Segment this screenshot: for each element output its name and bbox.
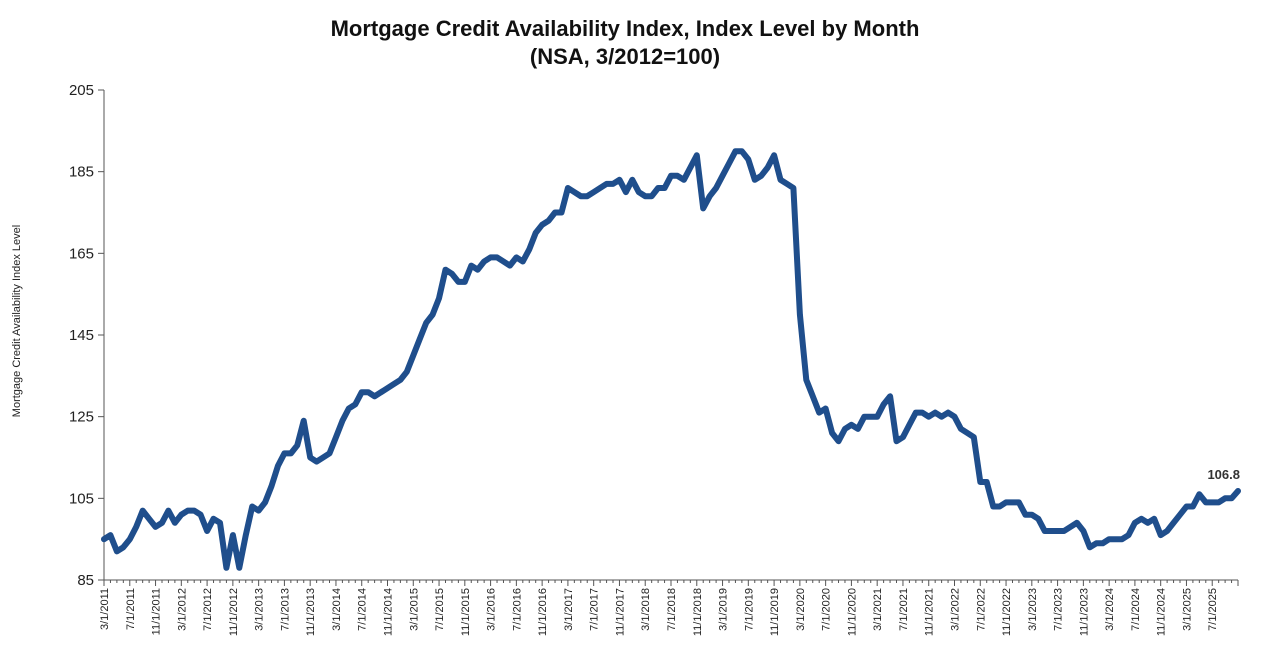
x-tick-label: 3/1/2021 (872, 588, 884, 631)
x-tick-label: 3/1/2015 (408, 588, 420, 631)
x-tick-label: 7/1/2025 (1207, 588, 1219, 631)
x-tick-label: 3/1/2011 (99, 588, 111, 630)
y-tick-label: 205 (69, 82, 94, 99)
x-tick-label: 7/1/2017 (589, 588, 601, 631)
x-tick-label: 3/1/2020 (795, 588, 807, 631)
x-tick-label: 7/1/2015 (434, 588, 446, 631)
x-tick-label: 3/1/2022 (950, 588, 962, 631)
x-tick-label: 7/1/2024 (1130, 588, 1142, 631)
x-tick-label: 7/1/2013 (279, 588, 291, 631)
x-tick-label: 3/1/2023 (1027, 588, 1039, 631)
x-tick-label: 7/1/2020 (821, 588, 833, 631)
y-tick-label: 185 (69, 164, 94, 181)
x-tick-label: 3/1/2018 (640, 588, 652, 631)
y-tick-label: 85 (77, 572, 94, 589)
y-tick-label: 165 (69, 245, 94, 262)
x-tick-label: 3/1/2017 (563, 588, 575, 631)
x-tick-label: 3/1/2014 (331, 588, 343, 631)
x-tick-label: 11/1/2023 (1078, 588, 1090, 636)
y-axis: 85 105 125 145 165 185 205 (69, 82, 105, 589)
x-tick-label: 7/1/2012 (202, 588, 214, 631)
y-tick-label: 105 (69, 490, 94, 507)
x-tick-label: 11/1/2015 (460, 588, 472, 636)
x-tick-label: 11/1/2016 (537, 588, 549, 636)
x-tick-label: 11/1/2012 (228, 588, 240, 636)
x-tick-label: 11/1/2014 (383, 588, 395, 636)
y-tick-label: 145 (69, 327, 94, 344)
y-tick-label: 125 (69, 409, 94, 426)
x-tick-label: 7/1/2023 (1053, 588, 1065, 631)
x-axis: 3/1/2011 7/1/2011 11/1/2011 3/1/2012 7/1/201… (99, 579, 1239, 636)
x-tick-label: 7/1/2021 (898, 588, 910, 631)
x-tick-label: 3/1/2012 (176, 588, 188, 631)
x-tick-label: 11/1/2019 (769, 588, 781, 636)
x-tick-label: 3/1/2019 (718, 588, 730, 631)
x-tick-label: 3/1/2025 (1181, 588, 1193, 631)
chart-title: Mortgage Credit Availability Index, Inde… (330, 16, 920, 41)
x-tick-label: 11/1/2021 (924, 588, 936, 636)
x-tick-label: 11/1/2020 (846, 588, 858, 636)
x-tick-label: 7/1/2016 (511, 588, 523, 631)
series-line (101, 148, 1241, 571)
annotations: 106.8 (1207, 467, 1240, 482)
x-tick-label: 7/1/2018 (666, 588, 678, 631)
x-tick-label: 11/1/2013 (305, 588, 317, 636)
x-tick-label: 3/1/2024 (1104, 588, 1116, 631)
x-tick-label: 11/1/2017 (614, 588, 626, 636)
series-group (101, 148, 1241, 571)
x-tick-label: 11/1/2024 (1156, 588, 1168, 636)
x-tick-label: 7/1/2022 (975, 588, 987, 631)
x-tick-label: 11/1/2011 (151, 588, 163, 635)
x-tick-label: 3/1/2016 (486, 588, 498, 631)
x-tick-label: 11/1/2022 (1001, 588, 1013, 636)
x-tick-label: 7/1/2019 (743, 588, 755, 631)
x-tick-label: 7/1/2014 (357, 588, 369, 631)
x-tick-label: 7/1/2011 (125, 588, 137, 630)
chart-subtitle: (NSA, 3/2012=100) (529, 44, 721, 69)
x-tick-label: 3/1/2013 (254, 588, 266, 631)
x-tick-label: 11/1/2018 (692, 588, 704, 636)
last-value-label: 106.8 (1207, 467, 1240, 482)
